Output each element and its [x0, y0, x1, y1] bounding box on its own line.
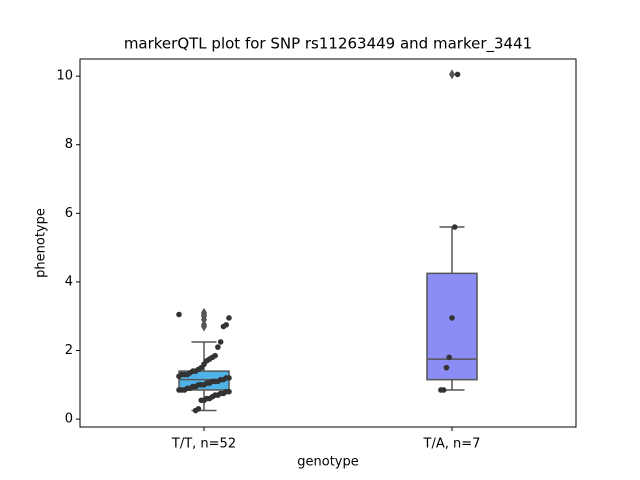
strip-point: [192, 407, 199, 414]
strip-point: [176, 311, 182, 318]
x-tick-label: T/A, n=7: [423, 437, 481, 452]
strip-point: [451, 224, 458, 230]
strip-point: [449, 315, 455, 321]
strip-point: [176, 387, 182, 393]
x-tick-label: T/T, n=52: [171, 437, 236, 452]
strip-point: [438, 387, 444, 393]
y-tick-label: 8: [65, 137, 73, 152]
x-axis-label: genotype: [297, 455, 358, 470]
strip-point: [176, 373, 182, 380]
strip-point: [226, 315, 232, 321]
strip-point: [217, 339, 224, 345]
y-tick-label: 4: [65, 274, 73, 289]
strip-point: [446, 354, 453, 361]
y-tick-label: 2: [65, 343, 73, 358]
y-tick-label: 10: [56, 69, 73, 84]
strip-point: [215, 344, 221, 350]
strip-point: [443, 364, 450, 371]
strip-point: [198, 397, 205, 404]
chart-title: markerQTL plot for SNP rs11263449 and ma…: [124, 35, 532, 54]
y-tick-label: 6: [65, 206, 73, 221]
flier: [449, 69, 455, 80]
strip-point: [454, 71, 461, 78]
box: [426, 272, 478, 381]
flier: [201, 319, 207, 330]
plot-frame: [79, 58, 577, 428]
strip-point: [220, 323, 227, 330]
y-tick-label: 0: [65, 412, 73, 427]
flier: [201, 307, 207, 318]
y-axis-label: phenotype: [34, 208, 49, 278]
